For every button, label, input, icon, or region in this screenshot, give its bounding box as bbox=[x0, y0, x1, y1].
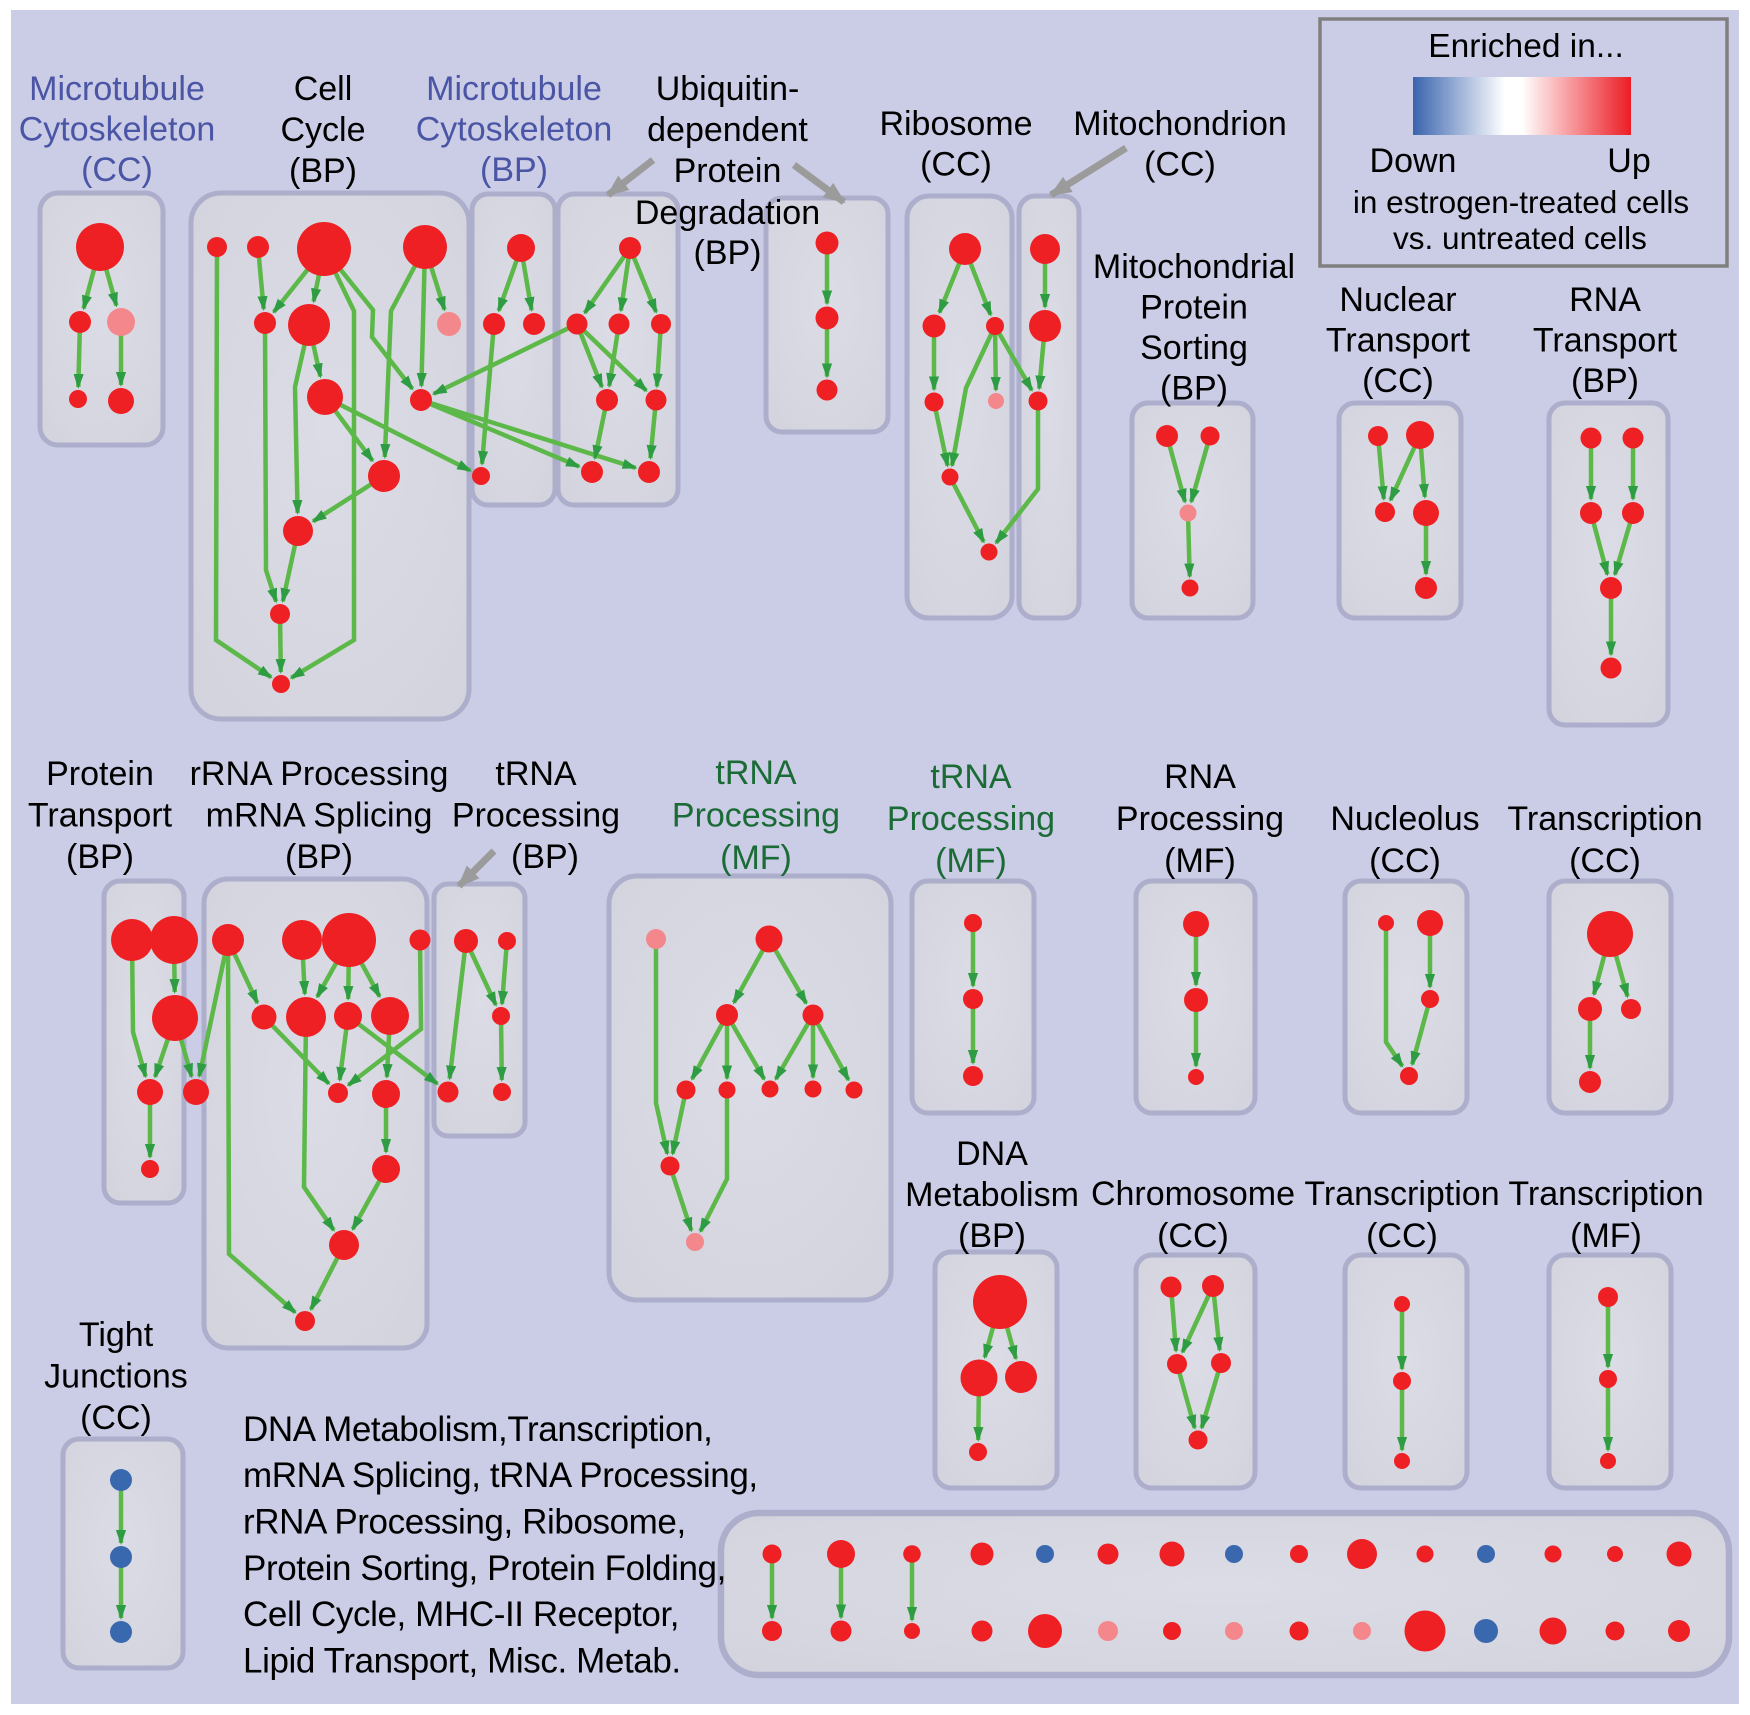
svg-text:dependent: dependent bbox=[647, 111, 808, 149]
svg-text:tRNA: tRNA bbox=[930, 758, 1012, 796]
svg-text:(CC): (CC) bbox=[1369, 842, 1441, 880]
svg-text:Protein: Protein bbox=[46, 755, 154, 793]
svg-text:RNA: RNA bbox=[1569, 281, 1641, 319]
svg-text:Metabolism: Metabolism bbox=[905, 1176, 1079, 1214]
svg-text:Junctions: Junctions bbox=[44, 1357, 188, 1395]
svg-text:(CC): (CC) bbox=[1366, 1217, 1438, 1255]
svg-text:Protein: Protein bbox=[1140, 288, 1248, 326]
svg-text:DNA Metabolism,Transcription,: DNA Metabolism,Transcription, bbox=[243, 1410, 712, 1449]
svg-text:(CC): (CC) bbox=[1362, 362, 1434, 400]
svg-text:rRNA Processing: rRNA Processing bbox=[190, 755, 449, 793]
svg-text:Down: Down bbox=[1370, 142, 1457, 180]
svg-text:Transport: Transport bbox=[1533, 321, 1678, 359]
svg-text:Cycle: Cycle bbox=[280, 111, 365, 149]
svg-text:rRNA Processing, Ribosome,: rRNA Processing, Ribosome, bbox=[243, 1503, 686, 1542]
svg-text:RNA: RNA bbox=[1164, 758, 1236, 796]
svg-text:(CC): (CC) bbox=[1157, 1217, 1229, 1255]
svg-text:(BP): (BP) bbox=[285, 838, 353, 876]
svg-text:mRNA Splicing: mRNA Splicing bbox=[206, 796, 433, 834]
svg-text:Microtubule: Microtubule bbox=[426, 70, 602, 108]
svg-text:(BP): (BP) bbox=[289, 152, 357, 190]
svg-text:(BP): (BP) bbox=[1160, 369, 1228, 407]
svg-text:Mitochondrial: Mitochondrial bbox=[1093, 248, 1295, 286]
svg-text:(MF): (MF) bbox=[935, 842, 1007, 880]
svg-text:(BP): (BP) bbox=[958, 1217, 1026, 1255]
svg-text:(MF): (MF) bbox=[1570, 1217, 1642, 1255]
svg-text:(BP): (BP) bbox=[694, 234, 762, 272]
svg-text:tRNA: tRNA bbox=[715, 754, 797, 792]
svg-text:(BP): (BP) bbox=[480, 151, 548, 189]
svg-text:Cell Cycle, MHC-II Receptor,: Cell Cycle, MHC-II Receptor, bbox=[243, 1595, 679, 1634]
svg-text:Protein Sorting, Protein Foldi: Protein Sorting, Protein Folding, bbox=[243, 1549, 726, 1588]
svg-text:Cytoskeleton: Cytoskeleton bbox=[416, 110, 613, 148]
svg-text:Transcription: Transcription bbox=[1508, 1175, 1703, 1213]
svg-text:(MF): (MF) bbox=[1164, 842, 1236, 880]
svg-text:Transport: Transport bbox=[28, 796, 173, 834]
svg-text:Nuclear: Nuclear bbox=[1339, 281, 1456, 319]
svg-text:Tight: Tight bbox=[79, 1316, 154, 1354]
svg-text:Processing: Processing bbox=[452, 796, 620, 834]
svg-text:Chromosome: Chromosome bbox=[1091, 1175, 1295, 1213]
svg-text:Lipid Transport, Misc. Metab.: Lipid Transport, Misc. Metab. bbox=[243, 1641, 681, 1680]
svg-text:(CC): (CC) bbox=[920, 145, 992, 183]
svg-text:tRNA: tRNA bbox=[495, 755, 577, 793]
svg-text:Degradation: Degradation bbox=[635, 194, 820, 232]
svg-text:Transcription: Transcription bbox=[1507, 800, 1702, 838]
svg-text:Up: Up bbox=[1607, 142, 1650, 180]
svg-text:(BP): (BP) bbox=[66, 838, 134, 876]
svg-text:(BP): (BP) bbox=[1571, 362, 1639, 400]
svg-text:(MF): (MF) bbox=[720, 839, 792, 877]
svg-text:Ribosome: Ribosome bbox=[879, 105, 1032, 143]
svg-text:Transcription: Transcription bbox=[1304, 1175, 1499, 1213]
svg-text:Microtubule: Microtubule bbox=[29, 70, 205, 108]
svg-text:vs. untreated cells: vs. untreated cells bbox=[1393, 220, 1647, 256]
svg-text:in estrogen-treated cells: in estrogen-treated cells bbox=[1353, 184, 1689, 220]
svg-text:Cell: Cell bbox=[294, 70, 353, 108]
svg-text:(CC): (CC) bbox=[1144, 145, 1216, 183]
svg-text:Cytoskeleton: Cytoskeleton bbox=[19, 110, 216, 148]
svg-text:(CC): (CC) bbox=[1569, 842, 1641, 880]
svg-text:Enriched in...: Enriched in... bbox=[1428, 28, 1624, 65]
svg-text:Ubiquitin-: Ubiquitin- bbox=[656, 70, 800, 108]
svg-text:Nucleolus: Nucleolus bbox=[1330, 800, 1479, 838]
svg-text:Processing: Processing bbox=[887, 800, 1055, 838]
svg-text:Processing: Processing bbox=[672, 796, 840, 834]
svg-text:(CC): (CC) bbox=[80, 1399, 152, 1437]
svg-text:Transport: Transport bbox=[1326, 321, 1471, 359]
svg-text:DNA: DNA bbox=[956, 1135, 1028, 1173]
svg-text:Processing: Processing bbox=[1116, 800, 1284, 838]
svg-text:mRNA Splicing, tRNA Processing: mRNA Splicing, tRNA Processing, bbox=[243, 1456, 758, 1495]
svg-text:Sorting: Sorting bbox=[1140, 329, 1248, 367]
svg-text:(CC): (CC) bbox=[81, 151, 153, 189]
svg-text:Protein: Protein bbox=[674, 152, 782, 190]
svg-text:Mitochondrion: Mitochondrion bbox=[1073, 105, 1287, 143]
svg-text:(BP): (BP) bbox=[511, 838, 579, 876]
